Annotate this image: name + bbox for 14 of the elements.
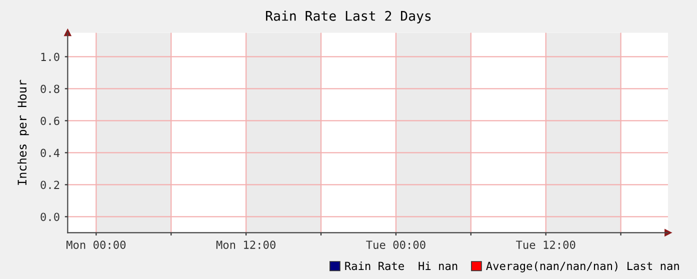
y-tick-label: 0.2 (40, 180, 60, 190)
x-tick-label: Mon 00:00 (66, 240, 126, 249)
x-tick-label: Tue 00:00 (366, 240, 426, 249)
x-tick-label: Tue 12:00 (516, 240, 576, 249)
y-axis-title: Inches per Hour (17, 80, 29, 185)
x-tick-label: Mon 12:00 (216, 240, 276, 249)
y-tick-label: 1.0 (41, 52, 60, 62)
y-tick-label: 0.6 (40, 116, 60, 126)
legend-label: Average(nan/nan/nan) Last nan (486, 262, 679, 272)
y-tick-label: 0.8 (40, 84, 60, 94)
y-tick-label: 0.4 (40, 148, 60, 158)
legend-label: Rain Rate Hi nan (345, 262, 458, 270)
chart-title: Rain Rate Last 2 Days (266, 10, 431, 24)
y-tick-label: 0.0 (40, 212, 60, 222)
